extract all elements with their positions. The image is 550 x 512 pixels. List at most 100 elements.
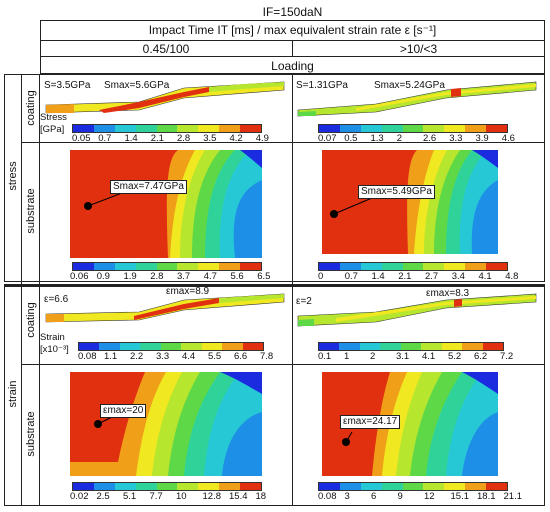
colorbar-segment xyxy=(444,125,466,132)
colorbar-segment xyxy=(93,483,115,490)
colorbar-segment xyxy=(360,263,382,270)
group-label-col xyxy=(4,74,22,506)
colorbar-segment xyxy=(465,263,487,270)
colorbar-segment xyxy=(319,343,340,350)
colorbar-segment xyxy=(319,125,340,132)
colorbar-segment xyxy=(219,125,241,132)
colorbar-tick-label: 0.7 xyxy=(344,271,358,282)
colorbar-tick-label: 3.9 xyxy=(475,133,489,144)
colorbar-tick-label: 1.3 xyxy=(370,133,384,144)
strain-coating-unit: Strain [x10⁻³] xyxy=(40,332,69,355)
colorbar-tick-label: 4.9 xyxy=(255,133,269,144)
colorbar-tick-label: 0.06 xyxy=(70,271,89,282)
colorbar-tick-label: 1.4 xyxy=(124,133,138,144)
colorbar-segment xyxy=(156,263,178,270)
colorbar-segment xyxy=(177,263,199,270)
strain-coating-right-plot xyxy=(297,293,537,327)
colorbar-segment xyxy=(423,483,445,490)
column-header: Impact Time IT [ms] / max equivalent str… xyxy=(148,23,437,37)
strain-right-coating-e: ε=2 xyxy=(296,296,312,307)
colorbar-tick-label: 0.08 xyxy=(78,351,97,362)
colorbar-segment xyxy=(240,263,262,270)
stress-left-coating-colorbar xyxy=(72,124,262,133)
subrow-label-stress-coating: coating xyxy=(25,90,37,126)
colorbar-tick-label: 21.1 xyxy=(503,491,523,502)
colorbar-tick-label: 6.2 xyxy=(474,351,488,362)
colorbar-tick-label: 1.9 xyxy=(123,271,137,282)
center-divider xyxy=(292,74,293,506)
colorbar-segment xyxy=(486,483,508,490)
stress-left-coating-s: S=3.5GPa xyxy=(44,80,91,91)
colorbar-tick-label: 15.1 xyxy=(450,491,470,502)
colorbar-segment xyxy=(465,125,487,132)
colorbar-tick-label: 2.1 xyxy=(398,271,412,282)
colorbar-tick-label: 0.07 xyxy=(318,133,337,144)
colorbar-tick-label: 3.3 xyxy=(156,351,170,362)
colorbar-tick-label: 3 xyxy=(344,491,350,502)
colorbar-tick-label: 1.4 xyxy=(371,271,385,282)
colorbar-segment xyxy=(482,343,503,350)
colorbar-segment xyxy=(201,343,223,350)
stress-substrate-left-plot xyxy=(70,150,262,258)
subrow-label-strain-substrate: substrate xyxy=(25,411,37,457)
colorbar-tick-label: 2.1 xyxy=(150,133,164,144)
colorbar-segment xyxy=(339,343,360,350)
colorbar-segment xyxy=(380,343,401,350)
strain-substrate-left-plot xyxy=(70,372,262,476)
subrow-label-strain-coating: coating xyxy=(25,302,37,338)
strain-left-coating-emax: εmax=8.9 xyxy=(166,286,210,297)
colorbar-tick-label: 3.3 xyxy=(449,133,463,144)
colorbar-tick-label: 4.7 xyxy=(203,271,217,282)
colorbar-tick-label: 10 xyxy=(176,491,187,502)
colorbar-tick-label: 2.8 xyxy=(150,271,164,282)
colorbar-tick-label: 5.1 xyxy=(123,491,137,502)
colorbar-segment xyxy=(219,263,241,270)
colorbar-segment xyxy=(114,263,136,270)
colorbar-segment xyxy=(486,263,508,270)
strain-right-coating-emax: εmax=8.3 xyxy=(426,288,470,299)
colorbar-segment xyxy=(381,125,403,132)
phase-label: Loading xyxy=(271,59,314,73)
strain-right-coating-ticks: 0.1 1 2 3.1 4.1 5.2 6.2 7.2 xyxy=(318,351,526,362)
strain-right-substrate-colorbar xyxy=(318,482,508,491)
stress-substrate-right-plot xyxy=(322,150,498,254)
colorbar-segment xyxy=(114,483,136,490)
colorbar-tick-label: 0.1 xyxy=(318,351,332,362)
colorbar-segment xyxy=(73,125,94,132)
colorbar-segment xyxy=(486,125,508,132)
colorbar-tick-label: 6.6 xyxy=(234,351,248,362)
stress-right-coating-colorbar xyxy=(318,124,508,133)
colorbar-tick-label: 0.05 xyxy=(72,133,91,144)
colorbar-tick-label: 1.1 xyxy=(104,351,118,362)
colorbar-tick-label: 6 xyxy=(371,491,377,502)
stress-left-substrate-smax: Smax=7.47GPa xyxy=(110,180,187,194)
colorbar-tick-label: 2.7 xyxy=(425,271,439,282)
colorbar-segment xyxy=(240,125,262,132)
colorbar-segment xyxy=(73,263,94,270)
colorbar-tick-label: 2.5 xyxy=(96,491,110,502)
colorbar-segment xyxy=(465,483,487,490)
column-right-label: >10/<3 xyxy=(399,42,438,56)
colorbar-segment xyxy=(198,263,220,270)
colorbar-tick-label: 0.02 xyxy=(70,491,89,502)
figure-title: IF=150daN xyxy=(262,5,323,19)
colorbar-segment xyxy=(423,125,445,132)
strain-left-coating-e: ε=6.6 xyxy=(44,294,69,305)
column-divider xyxy=(292,40,293,57)
stress-coating-left-plot xyxy=(45,81,285,114)
stress-right-substrate-smax: Smax=5.49GPa xyxy=(358,185,435,199)
colorbar-tick-label: 2.6 xyxy=(423,133,437,144)
colorbar-segment xyxy=(177,483,199,490)
stress-left-coating-ticks: 0.05 0.7 1.4 2.1 2.8 3.5 4.2 4.9 xyxy=(72,133,282,144)
colorbar-segment xyxy=(181,343,202,350)
colorbar-segment xyxy=(160,343,182,350)
colorbar-segment xyxy=(177,125,199,132)
colorbar-segment xyxy=(99,343,120,350)
colorbar-tick-label: 12 xyxy=(424,491,435,502)
colorbar-segment xyxy=(423,263,445,270)
colorbar-segment xyxy=(198,125,220,132)
colorbar-tick-label: 7.2 xyxy=(500,351,514,362)
colorbar-tick-label: 0.7 xyxy=(98,133,112,144)
colorbar-segment xyxy=(441,343,463,350)
strain-substrate-right-plot xyxy=(322,372,498,476)
